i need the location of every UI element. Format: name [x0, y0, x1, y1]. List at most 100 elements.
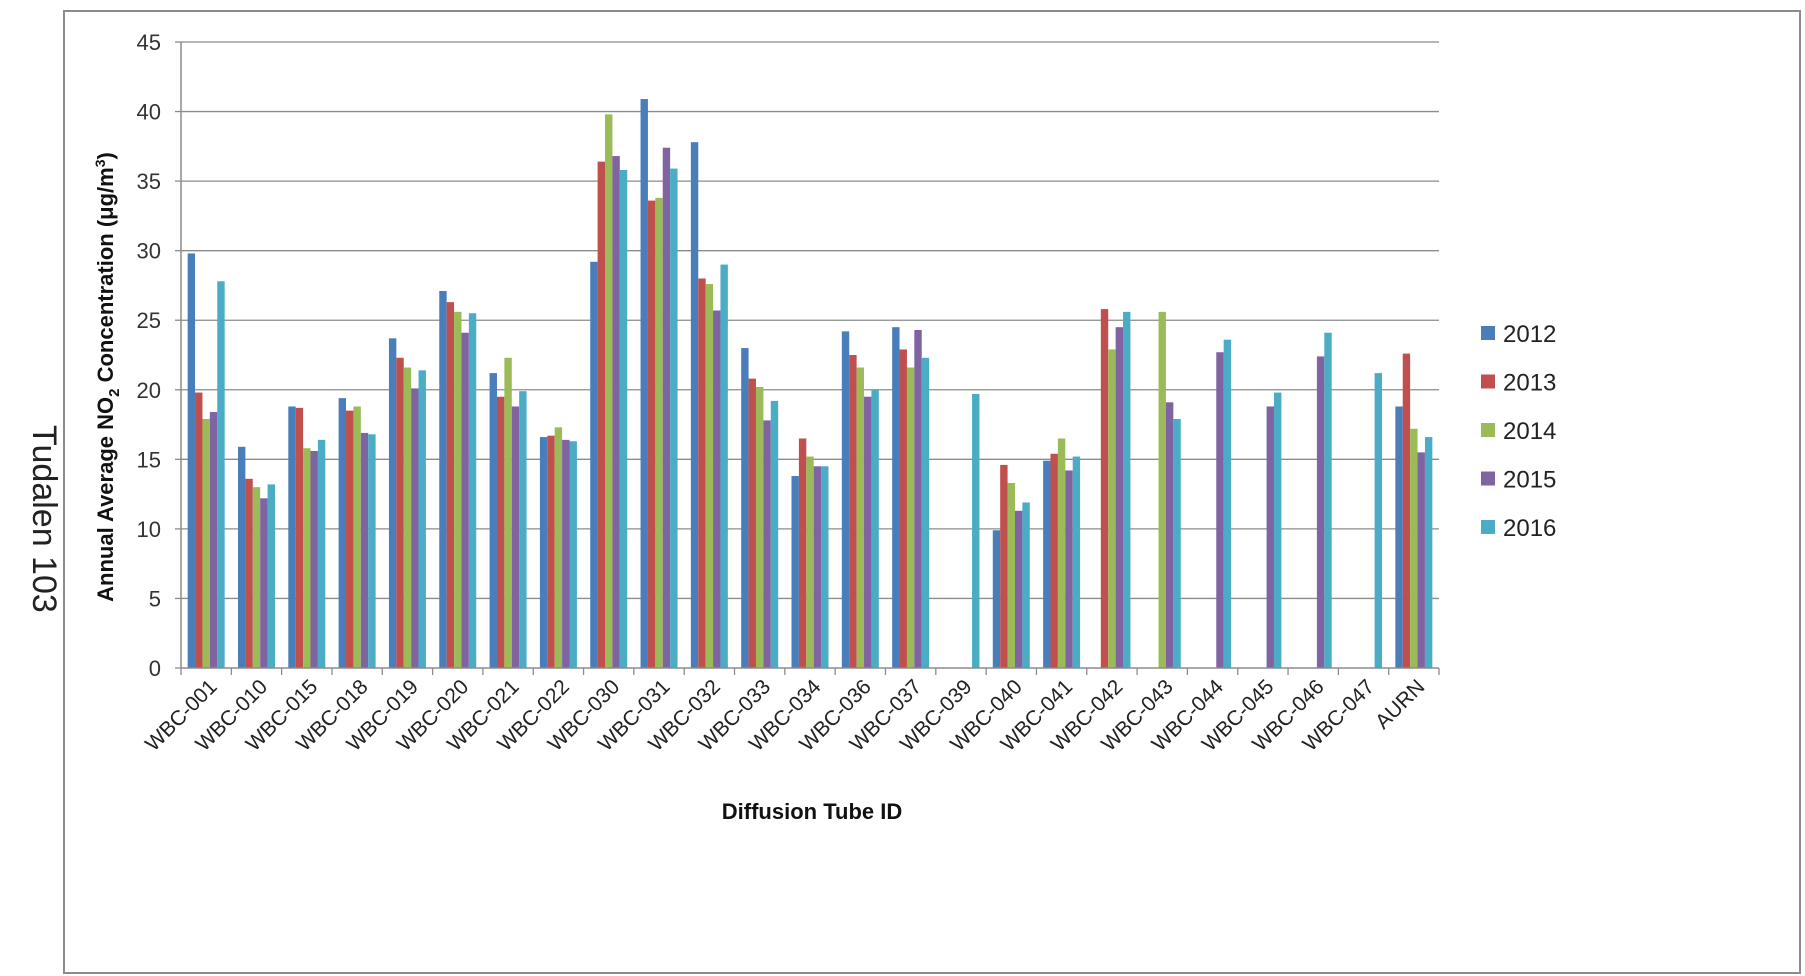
bar-wbc-021-2012 [489, 373, 497, 668]
bar-wbc-031-2012 [640, 99, 648, 669]
bar-wbc-034-2014 [806, 456, 814, 668]
bar-wbc-031-2014 [655, 197, 663, 668]
y-axis-title-rest: Concentration (μg/m [93, 167, 118, 388]
bar-wbc-034-2012 [791, 476, 799, 668]
bar-wbc-022-2013 [547, 435, 555, 668]
bar-wbc-033-2015 [763, 420, 771, 668]
x-axis-title: Diffusion Tube ID [722, 799, 902, 824]
bar-wbc-036-2015 [864, 396, 872, 668]
legend-label-2014: 2014 [1503, 418, 1556, 445]
y-axis-title-sup: 3 [92, 159, 108, 167]
bar-aurn-2014 [1410, 428, 1418, 668]
bar-wbc-018-2013 [346, 410, 354, 668]
bar-wbc-001-2012 [187, 253, 196, 668]
bar-wbc-022-2014 [554, 427, 563, 668]
legend-swatch-2015 [1481, 471, 1495, 486]
bar-wbc-018-2012 [338, 398, 347, 668]
axes [175, 41, 1440, 675]
bar-wbc-040-2016 [1022, 502, 1030, 668]
bar-wbc-001-2016 [217, 281, 225, 668]
y-axis-title: Annual Average NO2 Concentration (μg/m3) [92, 152, 123, 602]
bar-wbc-021-2014 [504, 357, 512, 668]
bar-wbc-021-2013 [496, 396, 505, 668]
bar-wbc-010-2015 [260, 498, 268, 668]
legend-label-2012: 2012 [1503, 321, 1556, 348]
bar-wbc-041-2012 [1043, 460, 1051, 668]
bar-wbc-046-2015 [1316, 356, 1325, 668]
bar-wbc-039-2016 [972, 393, 980, 668]
x-tick-label: AURN [1371, 675, 1429, 733]
bar-wbc-001-2015 [209, 412, 218, 668]
bar-wbc-037-2014 [906, 367, 915, 668]
bar-wbc-010-2013 [245, 478, 253, 668]
bar-wbc-036-2012 [841, 331, 850, 668]
bar-wbc-010-2012 [237, 446, 246, 668]
bar-wbc-020-2014 [454, 311, 462, 668]
bar-aurn-2016 [1424, 437, 1433, 668]
bar-wbc-031-2016 [670, 168, 678, 668]
bar-wbc-045-2015 [1266, 406, 1274, 668]
bar-wbc-031-2013 [647, 200, 656, 668]
bar-wbc-018-2015 [360, 432, 369, 668]
bar-wbc-021-2016 [519, 391, 527, 668]
legend: 2012 2013 2014 2015 2016 [1481, 321, 1556, 542]
bar-wbc-032-2013 [698, 278, 706, 668]
bar-aurn-2015 [1417, 452, 1425, 668]
bar-wbc-030-2015 [612, 156, 620, 668]
bar-wbc-043-2016 [1173, 418, 1181, 668]
bar-wbc-034-2016 [821, 466, 829, 668]
bar-wbc-041-2015 [1065, 470, 1073, 668]
x-tick-labels: WBC-001WBC-010WBC-015WBC-018WBC-019WBC-0… [141, 675, 1429, 756]
y-tick-label: 30 [137, 239, 161, 264]
bar-wbc-022-2012 [539, 437, 548, 668]
legend-swatch-2012 [1481, 326, 1495, 340]
bar-wbc-021-2015 [511, 406, 520, 668]
y-tick-label: 0 [149, 656, 161, 681]
bar-wbc-031-2015 [662, 147, 671, 669]
legend-swatch-2016 [1481, 520, 1495, 534]
bar-wbc-030-2013 [597, 161, 606, 668]
bar-wbc-040-2015 [1014, 510, 1023, 668]
bar-wbc-041-2013 [1050, 453, 1058, 668]
legend-label-2013: 2013 [1503, 370, 1556, 397]
bar-wbc-034-2013 [798, 438, 807, 668]
bar-wbc-034-2015 [813, 466, 822, 668]
side-caption: Tudalen 103 [25, 425, 63, 613]
bar-wbc-032-2015 [713, 310, 721, 668]
bar-wbc-040-2014 [1007, 482, 1015, 668]
legend-swatch-2013 [1481, 374, 1495, 389]
bar-wbc-036-2013 [849, 355, 857, 668]
legend-label-2016: 2016 [1503, 515, 1556, 542]
y-tick-labels: 0 5 10 15 20 25 30 35 40 45 [137, 30, 161, 681]
y-tick-label: 10 [137, 517, 161, 542]
y-tick-label: 40 [137, 100, 161, 125]
bar-wbc-019-2015 [411, 388, 419, 668]
bar-wbc-032-2014 [705, 284, 714, 668]
bar-wbc-015-2016 [317, 439, 326, 668]
bar-wbc-001-2013 [195, 392, 203, 668]
bar-wbc-037-2012 [892, 327, 900, 668]
bar-wbc-020-2015 [461, 332, 469, 668]
bar-wbc-043-2015 [1165, 402, 1174, 668]
y-tick-label: 20 [137, 378, 161, 403]
bar-wbc-037-2015 [914, 329, 922, 668]
bar-chart: 0 5 10 15 20 25 30 35 40 45 WBC-001WBC-010WBC-015… [92, 30, 1556, 824]
bar-wbc-020-2013 [446, 302, 455, 668]
bar-wbc-042-2015 [1115, 327, 1124, 668]
bar-aurn-2012 [1395, 406, 1403, 668]
bar-wbc-015-2015 [310, 450, 318, 668]
bar-wbc-046-2016 [1324, 332, 1332, 668]
bar-wbc-033-2014 [755, 386, 764, 668]
legend-label-2015: 2015 [1503, 467, 1556, 494]
y-tick-label: 15 [137, 447, 161, 472]
y-axis-title-main: Annual Average NO [93, 397, 118, 602]
y-tick-label: 25 [137, 308, 161, 333]
bar-wbc-036-2016 [871, 389, 879, 668]
bar-wbc-019-2013 [396, 357, 404, 668]
bar-wbc-033-2012 [741, 348, 749, 668]
bar-wbc-020-2016 [468, 313, 477, 668]
bar-wbc-033-2016 [770, 400, 779, 668]
bar-wbc-042-2013 [1100, 309, 1109, 668]
chart-frame: 0 5 10 15 20 25 30 35 40 45 WBC-001 WBC-010 WBC-015… [63, 10, 1801, 974]
bar-wbc-001-2014 [202, 418, 210, 668]
